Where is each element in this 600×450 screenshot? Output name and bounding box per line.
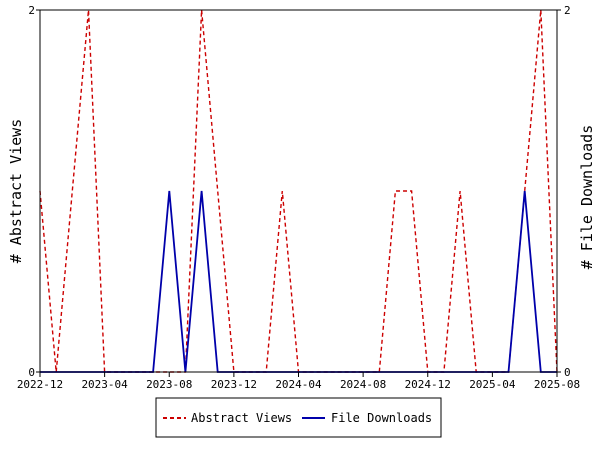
x-tick-label: 2025-04	[469, 378, 516, 391]
x-tick-label: 2022-12	[17, 378, 63, 391]
x-tick-label: 2025-08	[534, 378, 580, 391]
x-tick-label: 2023-08	[146, 378, 192, 391]
x-tick-label: 2024-04	[275, 378, 322, 391]
y-right-tick-label: 0	[564, 366, 571, 379]
legend-label-abstract-views: Abstract Views	[191, 411, 292, 425]
x-tick-label: 2024-12	[405, 378, 451, 391]
legend-box	[155, 397, 442, 438]
y-axes: 0 2 0 2	[28, 4, 570, 379]
legend: Abstract Views File Downloads	[155, 397, 442, 438]
x-tick-label: 2023-12	[211, 378, 257, 391]
x-tick-label: 2024-08	[340, 378, 386, 391]
y-left-tick-label: 0	[28, 366, 35, 379]
y-right-tick-label: 2	[564, 4, 571, 17]
legend-label-file-downloads: File Downloads	[331, 411, 432, 425]
y-axis-left-title: # Abstract Views	[7, 119, 25, 264]
y-left-tick-label: 2	[28, 4, 35, 17]
y-axis-right-title: # File Downloads	[578, 125, 596, 270]
x-tick-label: 2023-04	[81, 378, 128, 391]
x-axis: 2022-12 2023-04 2023-08 2023-12 2024-04 2024-…	[17, 372, 580, 391]
